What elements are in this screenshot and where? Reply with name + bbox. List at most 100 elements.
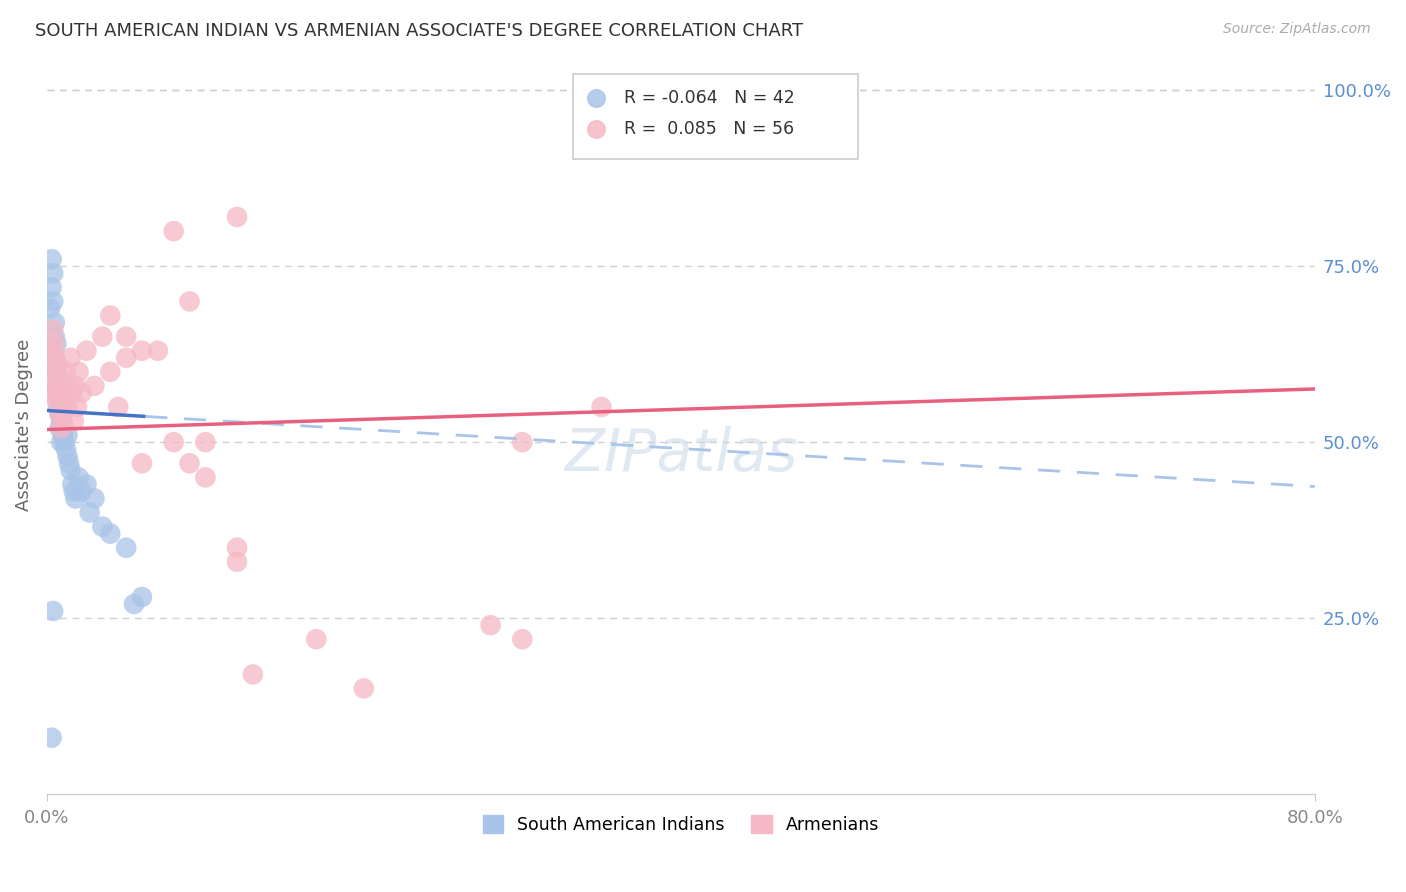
- Point: [53, 435, 76, 450]
- Point: [44, 379, 66, 393]
- Text: Source: ZipAtlas.com: Source: ZipAtlas.com: [1223, 22, 1371, 37]
- Point: [107, 400, 129, 414]
- Point: [76, 343, 98, 358]
- Text: R = -0.064   N = 42: R = -0.064 N = 42: [624, 89, 794, 107]
- Point: [56, 449, 79, 463]
- Point: [98, 365, 121, 379]
- Point: [115, 541, 138, 555]
- Point: [52, 428, 75, 442]
- Point: [226, 210, 249, 224]
- Point: [510, 632, 533, 647]
- Point: [721, 124, 744, 138]
- Point: [67, 365, 90, 379]
- Text: R =  0.085   N = 56: R = 0.085 N = 56: [624, 120, 794, 138]
- Point: [60, 477, 83, 491]
- Point: [591, 112, 613, 126]
- Point: [46, 358, 69, 372]
- Text: SOUTH AMERICAN INDIAN VS ARMENIAN ASSOCIATE'S DEGREE CORRELATION CHART: SOUTH AMERICAN INDIAN VS ARMENIAN ASSOCI…: [35, 22, 803, 40]
- Point: [46, 385, 69, 400]
- Point: [65, 379, 87, 393]
- Point: [194, 435, 217, 450]
- Point: [226, 555, 249, 569]
- Point: [65, 491, 87, 506]
- Point: [131, 343, 153, 358]
- Point: [56, 428, 79, 442]
- Point: [49, 421, 72, 435]
- Point: [42, 322, 65, 336]
- Point: [42, 604, 65, 618]
- Point: [91, 519, 114, 533]
- Point: [45, 336, 67, 351]
- Point: [39, 385, 62, 400]
- Point: [59, 463, 82, 477]
- Point: [48, 372, 70, 386]
- Point: [41, 365, 63, 379]
- Point: [48, 421, 70, 435]
- Point: [591, 400, 613, 414]
- Point: [115, 329, 138, 343]
- Point: [76, 477, 98, 491]
- Point: [44, 316, 66, 330]
- Point: [52, 414, 75, 428]
- Point: [49, 435, 72, 450]
- Point: [42, 266, 65, 280]
- Point: [45, 365, 67, 379]
- Point: [53, 392, 76, 407]
- Point: [63, 484, 86, 499]
- Point: [58, 456, 80, 470]
- Point: [83, 379, 105, 393]
- Point: [122, 597, 145, 611]
- Point: [48, 407, 70, 421]
- Point: [45, 379, 67, 393]
- Point: [55, 442, 77, 457]
- Point: [48, 407, 70, 421]
- Point: [98, 309, 121, 323]
- Point: [353, 681, 375, 696]
- Y-axis label: Associate's Degree: Associate's Degree: [15, 338, 32, 511]
- Point: [42, 294, 65, 309]
- Point: [163, 435, 186, 450]
- Point: [44, 336, 66, 351]
- Point: [179, 456, 201, 470]
- Point: [49, 414, 72, 428]
- Point: [131, 590, 153, 604]
- Point: [79, 506, 101, 520]
- Point: [48, 392, 70, 407]
- Point: [44, 329, 66, 343]
- Point: [52, 407, 75, 421]
- Point: [83, 491, 105, 506]
- Legend: South American Indians, Armenians: South American Indians, Armenians: [475, 808, 886, 841]
- Point: [45, 365, 67, 379]
- FancyBboxPatch shape: [574, 74, 858, 159]
- Point: [242, 667, 264, 681]
- Text: ZIPatlas: ZIPatlas: [564, 425, 797, 483]
- Point: [56, 400, 79, 414]
- Point: [115, 351, 138, 365]
- Point: [58, 379, 80, 393]
- Point: [60, 385, 83, 400]
- Point: [42, 351, 65, 365]
- Point: [49, 400, 72, 414]
- Point: [91, 329, 114, 343]
- Point: [41, 252, 63, 267]
- Point: [41, 731, 63, 745]
- Point: [59, 351, 82, 365]
- Point: [52, 385, 75, 400]
- Point: [41, 343, 63, 358]
- Point: [39, 301, 62, 316]
- Point: [53, 421, 76, 435]
- Point: [67, 470, 90, 484]
- Point: [55, 365, 77, 379]
- Point: [510, 435, 533, 450]
- Point: [194, 470, 217, 484]
- Point: [46, 400, 69, 414]
- Point: [70, 385, 93, 400]
- Point: [66, 400, 89, 414]
- Point: [131, 456, 153, 470]
- Point: [63, 414, 86, 428]
- Point: [98, 526, 121, 541]
- Point: [46, 385, 69, 400]
- Point: [179, 294, 201, 309]
- Point: [70, 484, 93, 499]
- Point: [226, 541, 249, 555]
